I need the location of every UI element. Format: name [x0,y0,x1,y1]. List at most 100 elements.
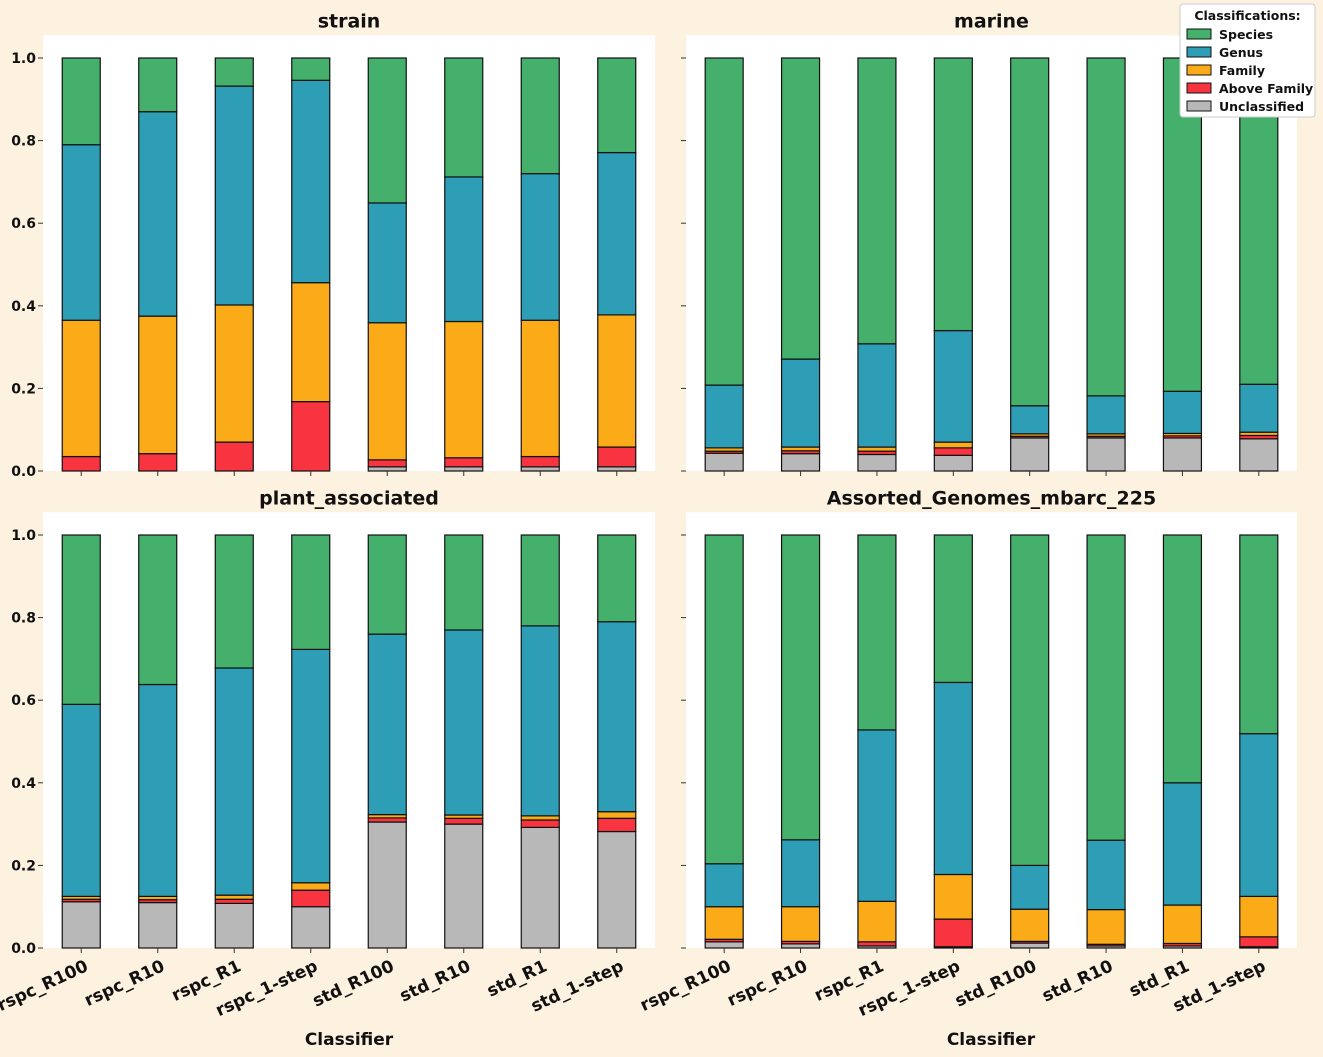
bar-family-std_R100 [367,322,407,461]
y-tick-label: 0.6 [11,693,36,709]
bar-family-std_R10 [444,320,484,459]
bar-species-std_1-step [597,57,637,154]
bar-above-family-rspc_R1 [857,941,897,947]
legend-entry: Unclassified [1219,99,1304,114]
y-tick-label: 0.2 [11,858,36,874]
bar-family-rspc_1-step [291,282,331,403]
legend-swatch [1186,64,1212,76]
bar-species-rspc_R10 [138,534,178,686]
bar-genus-std_1-step [1239,383,1279,433]
bar-species-std_R10 [444,57,484,178]
bar-species-rspc_R100 [61,534,101,705]
x-tick-label: std_R100 [952,956,1040,1011]
bar-family-std_R10 [1086,908,1126,945]
bar-genus-rspc_R1 [214,85,254,306]
bar-species-rspc_R100 [704,57,744,386]
bar-unclassified-rspc_1-step [933,454,973,472]
bar-genus-rspc_R100 [704,384,744,449]
x-tick-label: std_R100 [310,956,398,1011]
bar-unclassified-rspc_R100 [61,901,101,949]
panel-Assorted_Genomes_mbarc_225: Assorted_Genomes_mbarc_225 rspc_R100rspc_… [637,487,1297,1021]
legend-entry: Family [1219,63,1265,78]
plot-area [43,512,655,948]
bar-family-std_R1 [1162,904,1203,945]
bar-above-family-rspc_1-step [291,889,331,908]
bar-above-family-rspc_R100 [61,455,101,472]
bar-unclassified-std_R10 [444,823,484,949]
bar-species-rspc_R10 [780,57,821,360]
bar-family-rspc_R1 [214,304,254,443]
bar-genus-std_R1 [520,625,560,817]
panel-title: strain [318,10,381,32]
panel-title: plant_associated [259,487,439,509]
bar-unclassified-rspc_R1 [857,453,897,472]
bar-unclassified-std_R10 [1086,437,1126,472]
bar-genus-std_R1 [520,173,560,321]
bar-above-family-std_R10 [444,457,484,468]
y-tick-label: 0.8 [11,611,36,627]
x-tick-label: rspc_R10 [724,956,811,1011]
bar-species-std_R100 [367,57,407,204]
bar-family-rspc_R10 [780,906,821,942]
x-tick-label: std_R10 [397,956,474,1006]
x-tick-label: rspc_R100 [0,956,92,1016]
bar-family-rspc_R10 [138,315,178,455]
panel-title: Assorted_Genomes_mbarc_225 [827,487,1156,509]
bar-above-family-std_R1 [520,819,560,829]
legend-title: Classifications: [1194,8,1300,23]
bar-species-rspc_R1 [214,534,254,669]
bar-species-std_R10 [1086,57,1126,397]
bar-above-family-rspc_R1 [214,441,254,472]
bar-species-rspc_R10 [138,57,178,113]
bar-genus-std_R1 [1162,390,1203,435]
x-axis-label-left: Classifier [305,1030,394,1050]
legend-entry: Species [1219,27,1273,42]
y-tick-label: 0.2 [11,381,36,397]
legend-box [1179,3,1316,118]
bar-above-family-rspc_1-step [933,918,973,948]
bar-family-rspc_R100 [61,319,101,458]
bar-genus-rspc_R10 [780,358,821,448]
bar-unclassified-rspc_R100 [704,452,744,472]
bar-species-rspc_1-step [291,57,331,81]
bar-unclassified-std_R100 [1010,942,1050,949]
bar-species-std_R10 [444,534,484,631]
bar-unclassified-rspc_R1 [214,902,254,949]
legend-swatch [1186,82,1212,94]
bar-genus-std_R10 [444,176,484,323]
x-axis-label-right: Classifier [947,1030,1036,1050]
y-tick-label: 0.6 [11,216,36,232]
panel-strain: strain 0.0 0.2 0.4 0.6 0.8 1.0 [11,10,655,480]
bar-unclassified-std_R1 [1162,437,1203,472]
y-tick-label: 0.0 [11,464,36,480]
bar-genus-rspc_1-step [291,79,331,284]
bar-genus-rspc_R10 [780,839,821,908]
x-tick-label: rspc_R10 [81,956,168,1011]
bar-species-std_R1 [520,534,560,627]
bar-family-rspc_R1 [857,446,897,452]
bar-family-std_R1 [520,319,560,458]
bar-genus-rspc_1-step [933,329,973,443]
y-tick-label: 1.0 [11,528,36,544]
panels-layer: strain 0.0 0.2 0.4 0.6 0.8 1.0 marine plant_asso… [0,10,1297,1021]
bar-genus-std_R100 [367,202,407,324]
bar-family-rspc_R1 [857,900,897,943]
bar-species-std_R10 [1086,534,1126,841]
bar-family-std_1-step [597,314,637,448]
bar-species-rspc_R1 [214,57,254,87]
bar-unclassified-std_1-step [597,830,637,949]
bar-species-rspc_R1 [857,534,897,731]
bar-species-std_R100 [1010,534,1050,866]
bar-unclassified-rspc_R100 [704,941,744,949]
bar-above-family-rspc_R10 [138,453,178,472]
bar-above-family-rspc_R1 [214,898,254,904]
bar-family-std_1-step [1239,895,1279,938]
bar-above-family-rspc_1-step [291,401,331,472]
bar-genus-std_1-step [597,151,637,316]
bar-above-family-std_R100 [367,459,407,468]
bar-species-rspc_R100 [61,57,101,146]
bar-species-rspc_1-step [291,534,331,651]
bar-unclassified-std_R1 [520,466,560,472]
legend-entry: Genus [1219,45,1263,60]
bar-species-std_R100 [367,534,407,635]
